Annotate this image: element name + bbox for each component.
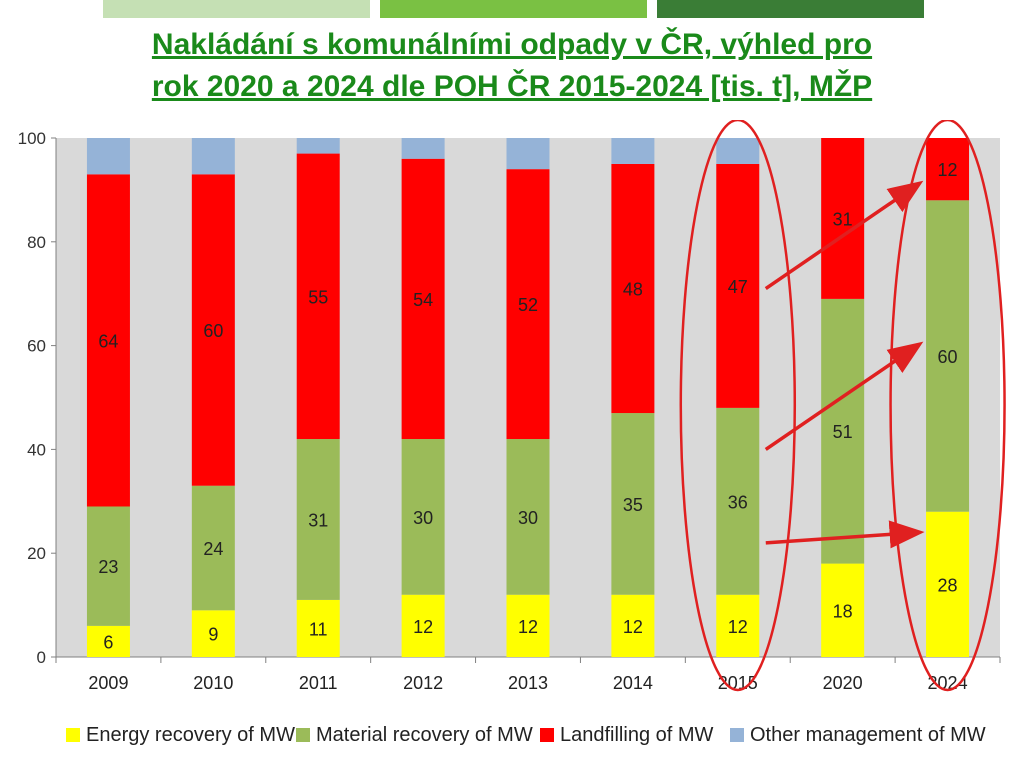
decor-bar-medium	[380, 0, 647, 18]
data-label: 48	[623, 280, 643, 300]
bar-segment	[611, 594, 655, 657]
bar-segment	[926, 200, 970, 512]
y-tick-label: 60	[27, 337, 46, 356]
bar-segment	[506, 594, 550, 657]
bar-segment	[86, 174, 130, 507]
legend-swatch	[296, 728, 310, 742]
x-tick-label: 2014	[613, 673, 653, 693]
data-label: 11	[309, 619, 328, 639]
data-label: 52	[518, 295, 538, 315]
data-label: 35	[623, 495, 643, 515]
data-label: 54	[413, 290, 433, 310]
x-tick-label: 2012	[403, 673, 443, 693]
legend-swatch	[540, 728, 554, 742]
bar-segment	[296, 599, 340, 657]
x-tick-label: 2011	[299, 673, 338, 693]
data-label: 23	[98, 557, 118, 577]
bar-segment	[401, 158, 445, 440]
data-label: 30	[413, 508, 433, 528]
bar-segment	[506, 439, 550, 595]
x-tick-label: 2013	[508, 673, 548, 693]
data-label: 47	[728, 277, 748, 297]
bar-segment	[191, 485, 235, 611]
bar-segment	[821, 298, 865, 564]
x-tick-label: 2024	[928, 673, 968, 693]
bar-segment	[611, 138, 655, 164]
legend-item: Material recovery of MW	[296, 724, 533, 747]
x-tick-label: 2020	[823, 673, 863, 693]
legend-item: Landfilling of MW	[540, 724, 713, 747]
y-tick-label: 40	[27, 440, 46, 459]
bar-segment	[926, 511, 970, 657]
bar-segment	[86, 506, 130, 626]
bar-segment	[401, 439, 445, 595]
trend-arrow	[765, 520, 925, 549]
trend-arrow	[764, 180, 924, 290]
slide-title-line-2: rok 2020 a 2024 dle POH ČR 2015-2024 [ti…	[151, 70, 873, 103]
bar-segment	[296, 138, 340, 154]
bar-segment	[611, 163, 655, 414]
data-label: 51	[833, 422, 853, 442]
legend-label: Landfilling of MW	[560, 723, 714, 746]
data-label: 12	[728, 617, 748, 637]
legend-label: Energy recovery of MW	[86, 723, 295, 746]
data-label: 6	[103, 632, 113, 652]
x-tick-label: 2015	[718, 673, 758, 693]
data-label: 36	[728, 492, 748, 512]
data-label: 64	[98, 331, 118, 351]
highlight-ellipse	[889, 120, 1006, 692]
legend-swatch	[730, 728, 744, 742]
data-label: 60	[203, 321, 223, 341]
data-label: 12	[938, 160, 958, 180]
legend-item: Other management of MW	[730, 724, 986, 747]
decor-bar-light	[103, 0, 370, 18]
y-tick-label: 0	[37, 648, 46, 667]
bar-segment	[401, 138, 445, 159]
bar-segment	[716, 594, 760, 657]
bar-segment	[86, 138, 130, 175]
data-label: 24	[203, 539, 223, 559]
bar-segment	[191, 174, 235, 486]
bar-segment	[191, 138, 235, 175]
data-label: 30	[518, 508, 538, 528]
y-tick-label: 20	[27, 544, 46, 563]
data-label: 9	[208, 625, 218, 645]
bar-segment	[611, 413, 655, 595]
bar-segment	[506, 169, 550, 440]
highlight-ellipse	[679, 120, 797, 692]
bar-segment	[86, 625, 130, 657]
bar-segment	[716, 407, 760, 595]
data-label: 12	[623, 617, 643, 637]
slide-title-line-1: Nakládání s komunálními odpady v ČR, výh…	[151, 28, 873, 61]
legend-swatch	[66, 728, 80, 742]
bar-segment	[296, 153, 340, 440]
legend-label: Other management of MW	[750, 723, 986, 746]
bar-segment	[401, 594, 445, 657]
bar-segment	[506, 138, 550, 170]
data-label: 60	[938, 347, 958, 367]
stacked-bar-chart: 0 20 40 60 80 100 2009 2010 2011 2012 2013 2014 2015…	[18, 120, 1006, 693]
legend-label: Material recovery of MW	[316, 723, 533, 746]
data-label: 31	[833, 209, 853, 229]
bar-segment	[716, 163, 760, 408]
bar-segment	[296, 439, 340, 600]
x-tick-label: 2010	[193, 673, 233, 693]
x-tick-label: 2009	[88, 673, 128, 693]
data-label: 12	[518, 617, 538, 637]
trend-arrow	[764, 341, 924, 451]
bar-segment	[821, 138, 865, 299]
y-tick-label: 100	[18, 129, 46, 148]
data-label: 31	[308, 510, 328, 530]
bar-segment	[191, 610, 235, 657]
bar-segment	[716, 138, 760, 164]
decor-bar-dark	[657, 0, 924, 18]
y-tick-label: 80	[27, 233, 46, 252]
data-label: 55	[308, 287, 328, 307]
data-label: 18	[833, 601, 853, 621]
bar-segment	[926, 138, 970, 201]
data-label: 28	[938, 575, 958, 595]
data-label: 12	[413, 617, 433, 637]
bar-segment	[821, 563, 865, 657]
legend-item: Energy recovery of MW	[66, 724, 295, 747]
